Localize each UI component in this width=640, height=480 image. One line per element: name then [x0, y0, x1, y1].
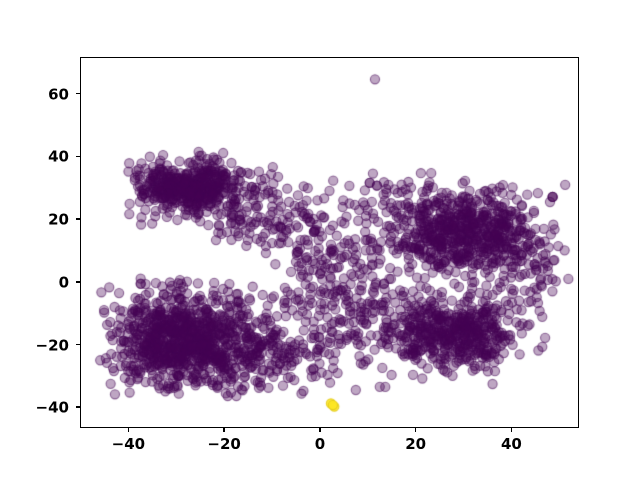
y-tick-label: 60 [48, 85, 69, 104]
y-tick-mark [76, 343, 80, 346]
x-tick-mark [510, 428, 513, 432]
x-tick-label: 0 [314, 435, 326, 453]
y-tick-label: 20 [48, 210, 69, 229]
x-tick-mark [223, 428, 225, 432]
x-tick-label: 20 [405, 435, 427, 453]
y-tick-mark [76, 218, 80, 220]
y-tick-mark [76, 281, 80, 283]
x-tick-label: −40 [111, 435, 146, 453]
x-tick-mark [127, 428, 130, 432]
y-tick-label: 0 [58, 273, 69, 292]
x-tick-label: −20 [207, 435, 241, 453]
y-tick-mark [76, 406, 80, 408]
y-tick-label: −40 [35, 398, 69, 417]
x-tick-mark [414, 428, 417, 432]
x-tick-mark [319, 428, 321, 432]
y-tick-label: 40 [48, 147, 69, 166]
y-tick-mark [76, 92, 80, 95]
y-tick-label: −20 [35, 336, 69, 355]
x-tick-label: 40 [501, 435, 522, 453]
y-tick-mark [76, 155, 80, 158]
